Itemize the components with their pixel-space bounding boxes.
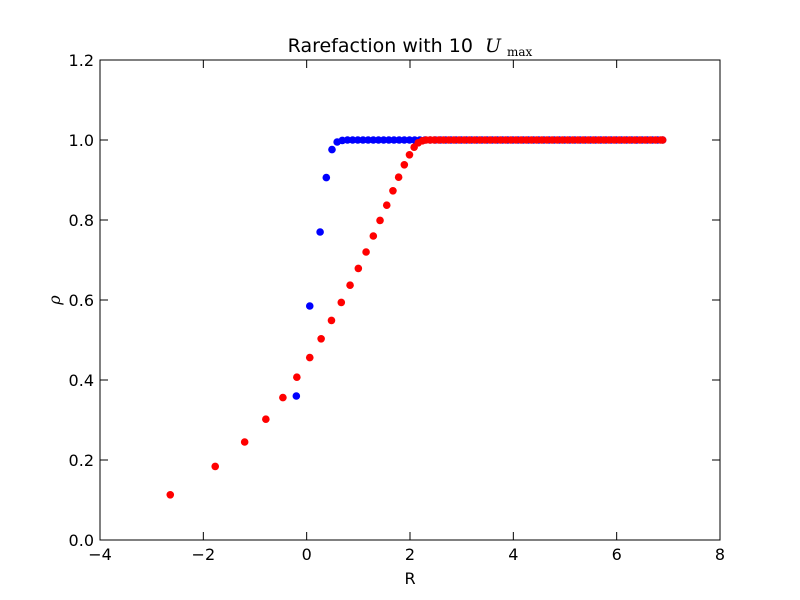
- data-point: [240, 438, 249, 446]
- x-tick-label: 8: [715, 545, 725, 564]
- y-tick-label: 0.2: [69, 451, 94, 470]
- data-point: [317, 335, 325, 343]
- y-tick-label: 0.6: [69, 291, 94, 310]
- y-tick-label: 0.0: [69, 531, 94, 550]
- chart-title-math: U: [485, 35, 502, 57]
- data-point: [394, 173, 403, 181]
- series-1: [166, 136, 667, 499]
- data-point: [346, 281, 354, 290]
- chart-title: Rarefaction with 10 U max: [288, 35, 533, 59]
- x-axis-label: R: [404, 569, 415, 588]
- data-point: [362, 248, 370, 256]
- chart-title-text: Rarefaction with 10: [288, 35, 473, 57]
- data-point: [389, 187, 397, 195]
- y-axis-label: ρ: [45, 295, 64, 306]
- chart-title-math-sub: max: [507, 45, 533, 59]
- data-point: [658, 136, 667, 144]
- y-tick-label: 1.2: [69, 51, 94, 70]
- plot-frame: [99, 59, 721, 541]
- data-point: [328, 145, 336, 154]
- data-point: [316, 228, 324, 236]
- x-tick-label: 4: [508, 545, 518, 564]
- x-tick-label: −4: [88, 545, 112, 564]
- x-tick-label: 2: [405, 545, 415, 564]
- data-point: [337, 298, 346, 307]
- data-point: [262, 415, 270, 424]
- data-point: [369, 232, 378, 240]
- x-tick-label: 6: [612, 545, 622, 564]
- data-point: [305, 302, 314, 310]
- data-point: [211, 462, 220, 471]
- y-tick-label: 0.4: [69, 371, 94, 390]
- data-point: [354, 264, 363, 273]
- data-point: [400, 161, 409, 169]
- y-tick-label: 0.8: [69, 211, 94, 230]
- ticks-layer: −4 −2 0 2 4 6 8 0.0 0.2 0.4 0.6 0.8 1.0 1.2: [69, 51, 726, 564]
- y-tick-label: 1.0: [69, 131, 94, 150]
- data-point: [405, 151, 414, 159]
- points-layer: [166, 136, 667, 499]
- x-tick-label: 0: [302, 545, 312, 564]
- data-point: [376, 216, 384, 225]
- data-point: [327, 316, 336, 325]
- data-point: [382, 201, 391, 209]
- data-point: [305, 353, 314, 362]
- data-point: [293, 373, 301, 382]
- data-point: [322, 173, 331, 182]
- data-point: [166, 491, 175, 499]
- data-point: [292, 392, 301, 400]
- data-point: [279, 393, 287, 402]
- x-tick-label: −2: [192, 545, 216, 564]
